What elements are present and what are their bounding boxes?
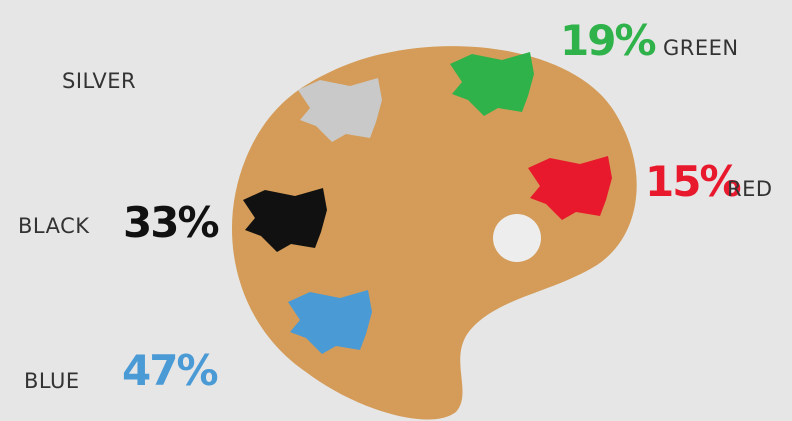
item-name: GREEN bbox=[663, 36, 739, 60]
item-percent: 33% bbox=[123, 198, 218, 247]
page: {"items": [ {"name": "SILVER", "color": … bbox=[0, 0, 792, 421]
item-name: BLUE bbox=[24, 369, 80, 393]
item-name: BLACK bbox=[18, 214, 90, 238]
infographic: SILVER 19% GREEN 15% RED BLACK 33% BLUE … bbox=[0, 0, 792, 421]
item-name: RED bbox=[727, 177, 773, 201]
item-percent: 47% bbox=[122, 346, 217, 395]
item-percent: 19% bbox=[560, 16, 655, 65]
item-name: SILVER bbox=[62, 69, 136, 93]
palette-hole bbox=[493, 214, 541, 262]
